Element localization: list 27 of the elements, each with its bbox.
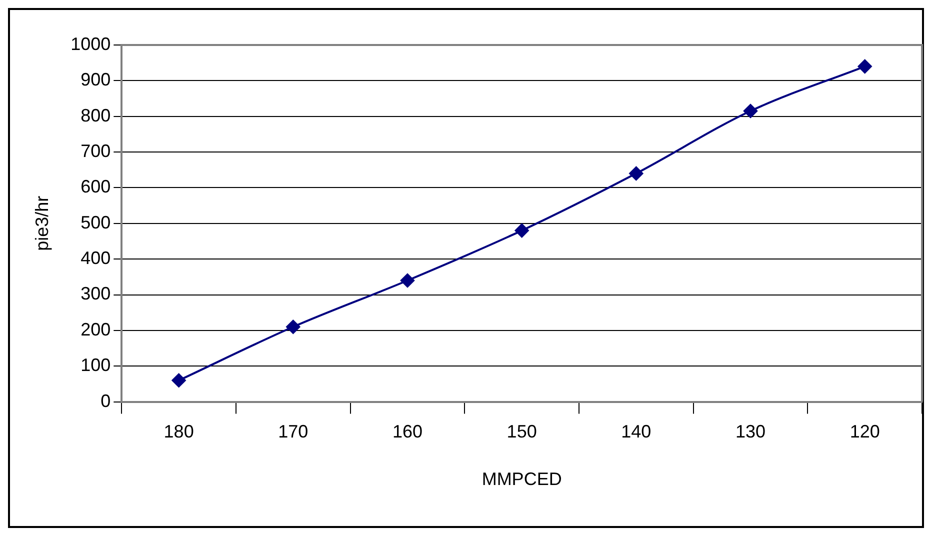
- x-tick-label: 140: [621, 422, 652, 442]
- y-tick-label: 900: [80, 70, 111, 90]
- point: [400, 273, 414, 288]
- x-tick-label: 160: [392, 422, 423, 442]
- x-tick-label: 120: [850, 422, 880, 442]
- y-tick-label: 0: [100, 390, 111, 411]
- point: [858, 59, 872, 74]
- y-tick-label: 200: [80, 319, 111, 340]
- x-axis-title: MMPCED: [482, 469, 562, 490]
- point: [743, 104, 758, 118]
- x-tick-label: 170: [278, 422, 308, 442]
- y-tick-label: 500: [80, 212, 111, 232]
- point: [629, 166, 644, 180]
- y-tick-label: 700: [80, 141, 111, 162]
- point: [514, 224, 529, 238]
- y-tick-label: 600: [80, 176, 111, 197]
- y-tick-label: 300: [80, 284, 111, 304]
- y-tick-label: 400: [80, 248, 111, 268]
- point: [286, 320, 300, 334]
- y-tick-label: 800: [80, 105, 111, 126]
- point: [172, 373, 186, 388]
- x-tick-label: 180: [164, 422, 194, 442]
- y-tick-label: 1000: [70, 34, 111, 54]
- y-axis-title: pie3/hr: [32, 196, 52, 251]
- x-tick-label: 150: [506, 422, 537, 442]
- y-tick-label: 100: [80, 355, 111, 376]
- x-tick-label: 130: [735, 422, 766, 442]
